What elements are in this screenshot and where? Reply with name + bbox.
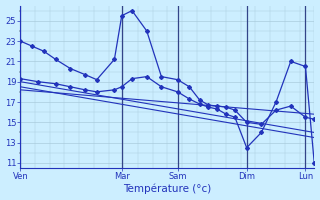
X-axis label: Température (°c): Température (°c) [123, 184, 212, 194]
